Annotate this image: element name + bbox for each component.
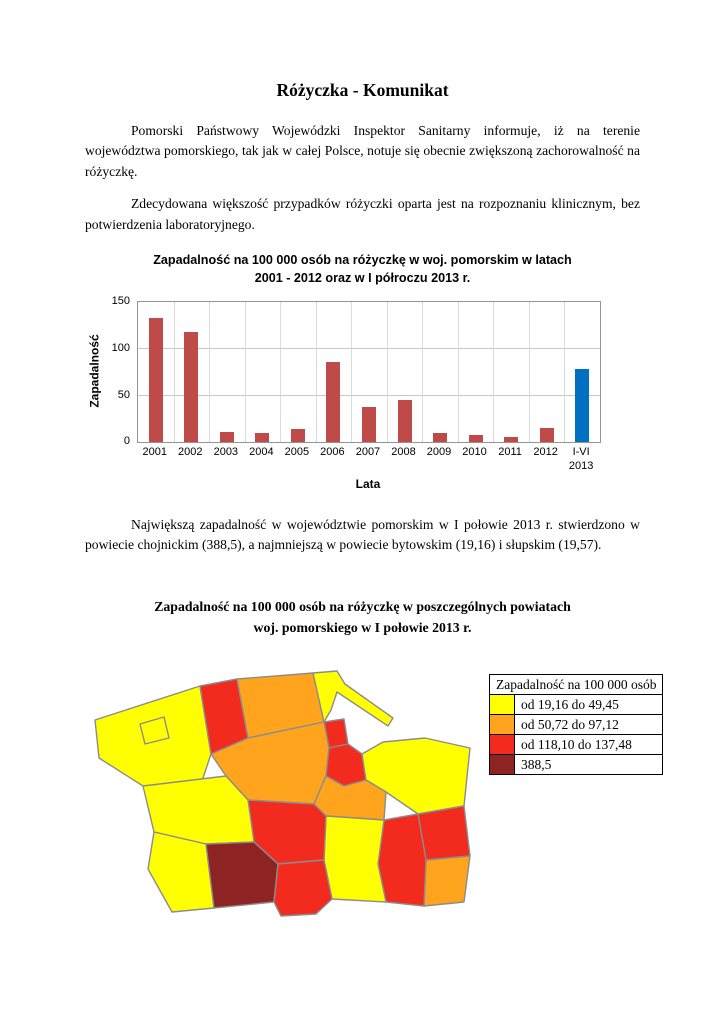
legend-label-2: od 50,72 do 97,12: [513, 714, 664, 736]
bar-2012: [539, 428, 554, 443]
y-tick-50: 50: [117, 388, 130, 401]
y-axis-tick-labels: 0 50 100 150: [105, 295, 137, 447]
legend-swatch-2: [489, 714, 515, 736]
x-tick-2005: 2005: [284, 446, 310, 459]
legend-label-4: 388,5: [513, 754, 664, 776]
bar-chart-title: Zapadalność na 100 000 osób na różyczkę …: [85, 251, 640, 288]
bar-2008: [397, 399, 412, 443]
gridline-vertical: [351, 302, 353, 443]
bar-2005: [290, 429, 305, 443]
x-tick-2003: 2003: [213, 446, 239, 459]
x-tick-I-VI: I-VI 2013: [568, 446, 594, 473]
bar-chart-title-line2: 2001 - 2012 oraz w I półroczu 2013 r.: [254, 271, 471, 286]
bar-chart-title-line1: Zapadalność na 100 000 osób na różyczkę …: [153, 252, 572, 267]
x-tick-2009: 2009: [426, 446, 452, 459]
y-tick-150: 150: [111, 295, 130, 308]
bar-2010: [468, 435, 483, 443]
gridline-vertical: [386, 302, 388, 443]
y-tick-0: 0: [123, 435, 130, 448]
gridline-vertical: [457, 302, 459, 443]
x-tick-2001: 2001: [142, 446, 167, 459]
gridline-vertical: [564, 302, 566, 443]
gridline-vertical: [209, 302, 211, 443]
plot-column: 2001 2002 2003 2004 2005 2006 2007 2008 2009 2010…: [137, 301, 601, 491]
incidence-bar-chart: Zapadalność na 100 000 osób na różyczkę …: [85, 251, 640, 491]
page-title: Różyczka - Komunikat: [276, 80, 449, 100]
gridline-vertical: [493, 302, 495, 443]
gridline-vertical: [173, 302, 175, 443]
gridline-vertical: [422, 302, 424, 443]
map-title-line2: woj. pomorskiego w I połowie 2013 r.: [253, 620, 472, 636]
bar-2002: [184, 332, 199, 443]
map-region-12: [423, 855, 471, 908]
map-region-13: [377, 813, 427, 908]
bar-2004: [255, 433, 270, 443]
bar-2006: [326, 362, 341, 443]
x-tick-2010: 2010: [462, 446, 487, 459]
x-axis-tick-labels: 2001 2002 2003 2004 2005 2006 2007 2008 2009 2010…: [137, 446, 599, 474]
paragraph-1: Pomorski Państwowy Wojewódzki Inspektor …: [85, 123, 640, 179]
gridline-horizontal: [138, 394, 600, 396]
map-section: Zapadalność na 100 000 osób od 19,16 do …: [85, 662, 685, 930]
legend-swatch-4: [489, 754, 515, 776]
gridline-vertical: [315, 302, 317, 443]
x-tick-2012: 2012: [533, 446, 558, 459]
y-axis-title-text: Zapadalność: [88, 334, 103, 409]
legend-title: Zapadalność na 100 000 osób: [488, 674, 664, 696]
legend-row-1: od 19,16 do 49,45: [489, 694, 664, 716]
map-region-17: [147, 831, 215, 914]
legend-label-1: od 19,16 do 49,45: [513, 694, 664, 716]
bar-I-VI: [575, 368, 590, 443]
map-region-5: [312, 670, 394, 728]
x-axis-title: Lata: [355, 476, 381, 491]
legend-title-row: Zapadalność na 100 000 osób: [488, 674, 664, 696]
legend-label-3: od 118,10 do 137,48: [513, 734, 664, 756]
map-region-19: [273, 859, 333, 918]
paragraph-2: Zdecydowana większość przypadków różyczk…: [85, 196, 640, 232]
x-tick-2008: 2008: [391, 446, 416, 459]
bar-2011: [504, 436, 519, 443]
x-tick-2011: 2011: [498, 446, 522, 459]
y-axis-title: Zapadalność: [85, 301, 105, 441]
map-legend: Zapadalność na 100 000 osób od 19,16 do …: [488, 674, 664, 776]
gridline-horizontal: [138, 348, 600, 350]
legend-row-3: od 118,10 do 137,48: [489, 734, 664, 756]
plot-area: [137, 301, 601, 444]
bar-2009: [433, 433, 448, 443]
legend-swatch-3: [489, 734, 515, 756]
gridline-vertical: [280, 302, 282, 443]
x-tick-2006: 2006: [320, 446, 345, 459]
y-tick-100: 100: [111, 342, 130, 355]
x-tick-2004: 2004: [249, 446, 274, 459]
map-region-2: [139, 716, 170, 746]
x-tick-2002: 2002: [178, 446, 203, 459]
paragraph-3: Największą zapadalność w województwie po…: [85, 516, 640, 553]
legend-row-4: 388,5: [489, 754, 664, 776]
map-region-14: [323, 815, 387, 904]
legend-row-2: od 50,72 do 97,12: [489, 714, 664, 736]
map-title: Zapadalność na 100 000 osób na różyczkę …: [85, 596, 640, 639]
map-title-line1: Zapadalność na 100 000 osób na różyczkę …: [154, 598, 571, 614]
powiat-choropleth-map: [94, 670, 471, 918]
bar-2003: [219, 432, 234, 443]
gridline-vertical: [244, 302, 246, 443]
x-tick-2007: 2007: [355, 446, 381, 459]
legend-swatch-1: [489, 694, 515, 716]
map-region-11: [417, 805, 471, 862]
gridline-vertical: [528, 302, 530, 443]
bar-2007: [362, 407, 376, 443]
bar-2001: [148, 318, 163, 443]
